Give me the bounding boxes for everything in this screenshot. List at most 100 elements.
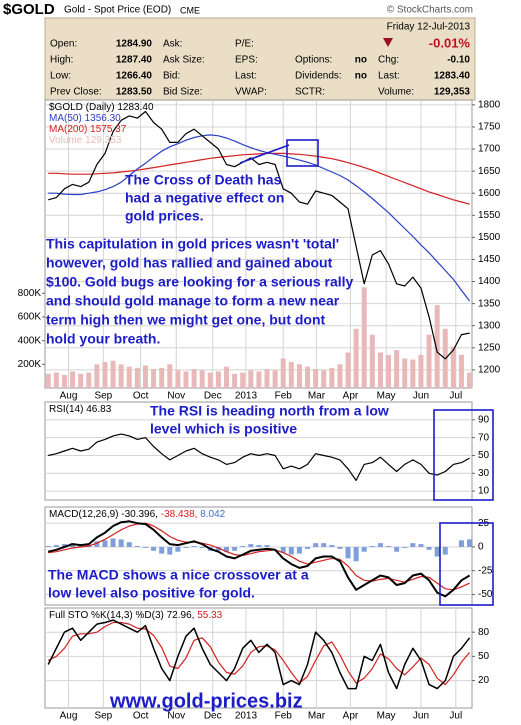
- bar: [467, 539, 473, 547]
- quote-box: [44, 17, 476, 101]
- bar: [394, 350, 400, 388]
- legend-text: -38.438,: [161, 509, 198, 520]
- annotation: had a negative effect on: [125, 190, 284, 206]
- bar: [426, 546, 432, 550]
- bar: [45, 373, 51, 388]
- bar: [142, 365, 148, 388]
- bar: [126, 542, 132, 547]
- bar: [199, 370, 205, 388]
- legend-value: 129,353: [85, 135, 122, 146]
- quote-label: Volume:: [378, 87, 414, 98]
- bar: [345, 546, 351, 559]
- annotation: term high then we might get one, but don…: [46, 312, 326, 328]
- bar: [61, 544, 67, 547]
- bar: [53, 545, 59, 547]
- bar: [434, 546, 440, 557]
- bar: [223, 366, 229, 388]
- quote-value: 1283.50: [116, 87, 153, 98]
- bar: [256, 545, 262, 547]
- quote-label: Bid Size:: [163, 87, 202, 98]
- quote-label: Chg:: [378, 55, 399, 66]
- y2-tick-label: 200K: [18, 359, 42, 370]
- series-line: [47, 619, 471, 690]
- highlight-box: [433, 409, 494, 501]
- symbol: $GOLD: [3, 1, 55, 18]
- legend-text: 8.042: [200, 509, 225, 520]
- bar: [305, 546, 311, 549]
- bar: [53, 372, 59, 388]
- annotation: however, gold has rallied and gained abo…: [46, 255, 333, 271]
- bar: [450, 346, 456, 388]
- y-tick-label: -50: [478, 589, 493, 600]
- legend-text: 55.33: [197, 610, 222, 621]
- y-tick-label: 20: [478, 675, 490, 686]
- bar: [321, 370, 327, 388]
- quote-label: Dividends:: [295, 71, 342, 82]
- pointer-line: [239, 144, 290, 164]
- series-line: [48, 152, 470, 205]
- bar: [410, 543, 416, 547]
- bar: [353, 328, 359, 388]
- quote-value: 1287.40: [116, 55, 153, 66]
- annotation: low level also positive for gold.: [48, 585, 255, 601]
- bar: [394, 546, 400, 552]
- bar: [369, 334, 375, 388]
- annotation: The MACD shows a nice crossover at a: [48, 567, 309, 583]
- bar: [256, 371, 262, 388]
- bar: [264, 545, 270, 547]
- bar: [329, 545, 335, 547]
- legend-name: MA(200): [49, 124, 87, 135]
- quote-value: 1266.40: [116, 71, 153, 82]
- bar: [418, 354, 424, 388]
- bar: [240, 546, 246, 547]
- x-tick-label: Jul: [449, 391, 462, 402]
- x-tick-label: Dec: [204, 391, 222, 402]
- bar: [361, 546, 367, 552]
- bar: [305, 366, 311, 388]
- y-tick-label: 1700: [478, 144, 501, 155]
- y-tick-label: 1800: [478, 99, 501, 110]
- legend-entry: MA(50) 1356.30: [49, 113, 121, 124]
- bar: [402, 358, 408, 388]
- quote-value: -0.10: [447, 55, 470, 66]
- legend-value: 1283.40: [117, 102, 154, 113]
- annotation: gold prices.: [125, 208, 204, 224]
- y-tick-label: -25: [478, 565, 493, 576]
- bar: [313, 369, 319, 388]
- legend: MACD(12,26,9) -30.396, -38.438, 8.042: [49, 509, 226, 520]
- bar: [191, 546, 197, 547]
- bar: [386, 546, 392, 547]
- bar: [280, 358, 286, 388]
- annotation: The Cross of Death has: [125, 172, 282, 188]
- annotation: $100. Gold bugs are looking for a seriou…: [46, 274, 354, 290]
- bar: [207, 372, 213, 388]
- quote-label: P/E:: [235, 39, 254, 50]
- bar: [159, 546, 165, 554]
- legend-entry: MA(200) 1575.37: [49, 124, 127, 135]
- x-tick-label: Mar: [308, 711, 326, 722]
- exchange: CME: [180, 5, 200, 15]
- annotation-shapes: [239, 139, 494, 606]
- bar: [248, 544, 254, 547]
- bar: [232, 546, 238, 551]
- legend-name: $GOLD (Daily): [49, 102, 115, 113]
- x-tick-label: May: [377, 711, 396, 722]
- bar: [134, 367, 140, 388]
- legend-text: Full STO %K(14,3) %D(3) 72.96,: [49, 610, 194, 621]
- y-tick-label: 0: [478, 542, 484, 553]
- bar: [86, 372, 92, 388]
- bar: [175, 370, 181, 388]
- x-tick-label: Apr: [343, 391, 359, 402]
- quote-value: no: [355, 55, 367, 66]
- x-tick-label: Mar: [308, 391, 326, 402]
- bar: [134, 546, 140, 547]
- instrument-name: Gold - Spot Price (EOD): [64, 5, 171, 16]
- quote-value: 1283.40: [434, 71, 471, 82]
- bar: [223, 546, 229, 552]
- legend: Full STO %K(14,3) %D(3) 72.96, 55.33: [49, 610, 223, 621]
- quote-label: VWAP:: [235, 87, 267, 98]
- annotation: The RSI is heading north from a low: [150, 403, 389, 419]
- bar: [369, 546, 375, 547]
- bar: [167, 364, 173, 388]
